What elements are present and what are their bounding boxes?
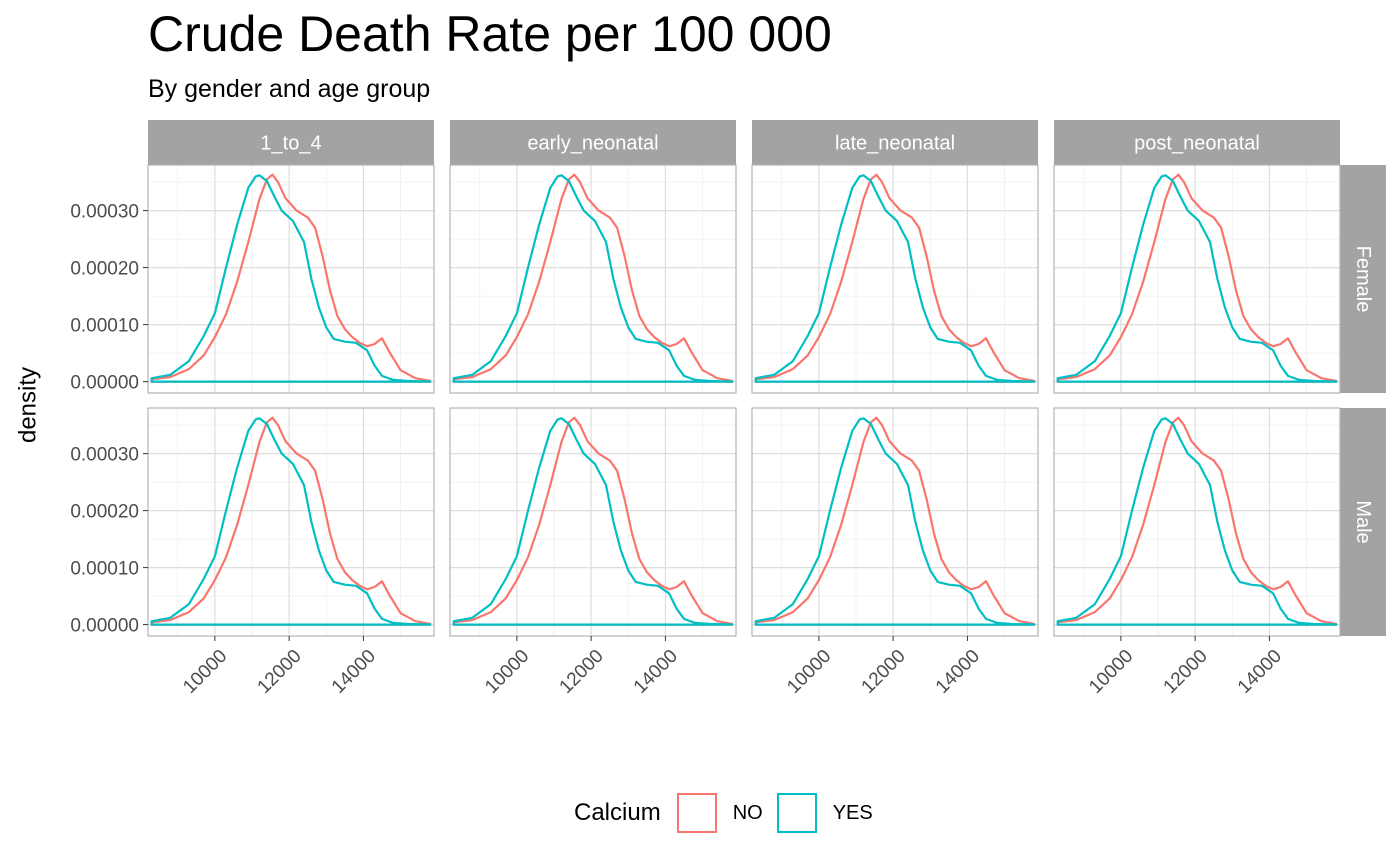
density-curve-no <box>150 173 432 383</box>
density-curve-no <box>754 416 1036 626</box>
x-tick-label: 10000 <box>783 646 835 698</box>
y-tick-label: 0.00020 <box>70 259 139 280</box>
panel-border <box>751 164 1039 394</box>
legend-key-no <box>676 793 717 833</box>
x-tick-label: 10000 <box>481 646 533 698</box>
facet-strip-label-male: Male <box>1352 500 1374 543</box>
facet-strip-male <box>1340 408 1386 636</box>
density-curve-no <box>452 173 734 383</box>
x-tick-label: 10000 <box>1085 646 1137 698</box>
legend-title: Calcium <box>574 799 661 826</box>
legend-key-yes <box>776 793 817 833</box>
facet-strip-female <box>1340 165 1386 393</box>
x-tick-label: 14000 <box>932 646 984 698</box>
y-tick-label: 0.00020 <box>70 502 139 523</box>
x-tick-label: 10000 <box>179 646 231 698</box>
panel-1-to-4-female: 0.00000 0.00010 0.00020 0.00030 <box>70 164 435 394</box>
x-tick-label: 12000 <box>858 646 910 698</box>
y-tick-label: 0.00000 <box>70 373 139 394</box>
panel-early-neonatal-male: 10000 12000 14000 <box>449 407 737 698</box>
x-tick-label: 12000 <box>1160 646 1212 698</box>
facet-strip-post-neonatal <box>1054 120 1340 165</box>
x-tick-label: 14000 <box>1234 646 1286 698</box>
density-curve-no <box>754 173 1036 383</box>
density-curve-yes <box>150 174 432 383</box>
legend: Calcium NO YES <box>574 790 887 836</box>
density-curve-yes <box>1056 174 1338 383</box>
x-tick-label: 12000 <box>556 646 608 698</box>
facet-strip-early-neonatal <box>450 120 736 165</box>
density-curve-yes <box>150 417 432 626</box>
panel-border <box>449 164 737 394</box>
panel-1-to-4-male: 0.00000 0.00010 0.00020 0.00030 10000 12000 14… <box>70 407 435 698</box>
y-tick-label: 0.00030 <box>70 202 139 223</box>
density-curve-no <box>452 416 734 626</box>
legend-item-yes: YES <box>776 793 873 833</box>
facet-strip-label-post-neonatal: post_neonatal <box>1134 133 1260 155</box>
density-curve-yes <box>452 417 734 626</box>
panel-border <box>147 164 435 394</box>
panel-late-neonatal-male: 10000 12000 14000 <box>751 407 1039 698</box>
density-curve-no <box>1056 173 1338 383</box>
facet-strip-label-early-neonatal: early_neonatal <box>527 133 658 155</box>
panel-post-neonatal-male: 10000 12000 14000 <box>1053 407 1341 698</box>
density-curve-yes <box>452 174 734 383</box>
legend-item-no: NO <box>676 793 763 833</box>
density-curve-no <box>1056 416 1338 626</box>
y-tick-label: 0.00010 <box>70 559 139 580</box>
y-axis-title: density <box>15 367 42 443</box>
y-tick-label: 0.00000 <box>70 616 139 637</box>
chart-subtitle: By gender and age group <box>148 75 431 103</box>
x-tick-label: 14000 <box>328 646 380 698</box>
facet-strip-1-to-4 <box>148 120 434 165</box>
facet-strip-label-1-to-4: 1_to_4 <box>260 133 321 155</box>
panel-border <box>751 407 1039 637</box>
x-tick-label: 12000 <box>254 646 306 698</box>
facet-strip-label-female: Female <box>1352 246 1374 313</box>
panel-border <box>1053 407 1341 637</box>
density-curve-yes <box>754 417 1036 626</box>
legend-label-no: NO <box>732 801 763 824</box>
facet-strip-late-neonatal <box>752 120 1038 165</box>
panel-border <box>147 407 435 637</box>
density-curve-yes <box>1056 417 1338 626</box>
y-tick-label: 0.00030 <box>70 445 139 466</box>
y-tick-label: 0.00010 <box>70 316 139 337</box>
panel-border <box>1053 164 1341 394</box>
panel-border <box>449 407 737 637</box>
panel-early-neonatal-female <box>449 164 737 394</box>
legend-label-yes: YES <box>832 801 873 824</box>
facet-strip-label-late-neonatal: late_neonatal <box>835 133 955 155</box>
panel-post-neonatal-female <box>1053 164 1341 394</box>
panel-late-neonatal-female <box>751 164 1039 394</box>
x-tick-label: 14000 <box>630 646 682 698</box>
density-curve-yes <box>754 174 1036 383</box>
density-curve-no <box>150 416 432 626</box>
chart-title: Crude Death Rate per 100 000 <box>148 6 832 62</box>
